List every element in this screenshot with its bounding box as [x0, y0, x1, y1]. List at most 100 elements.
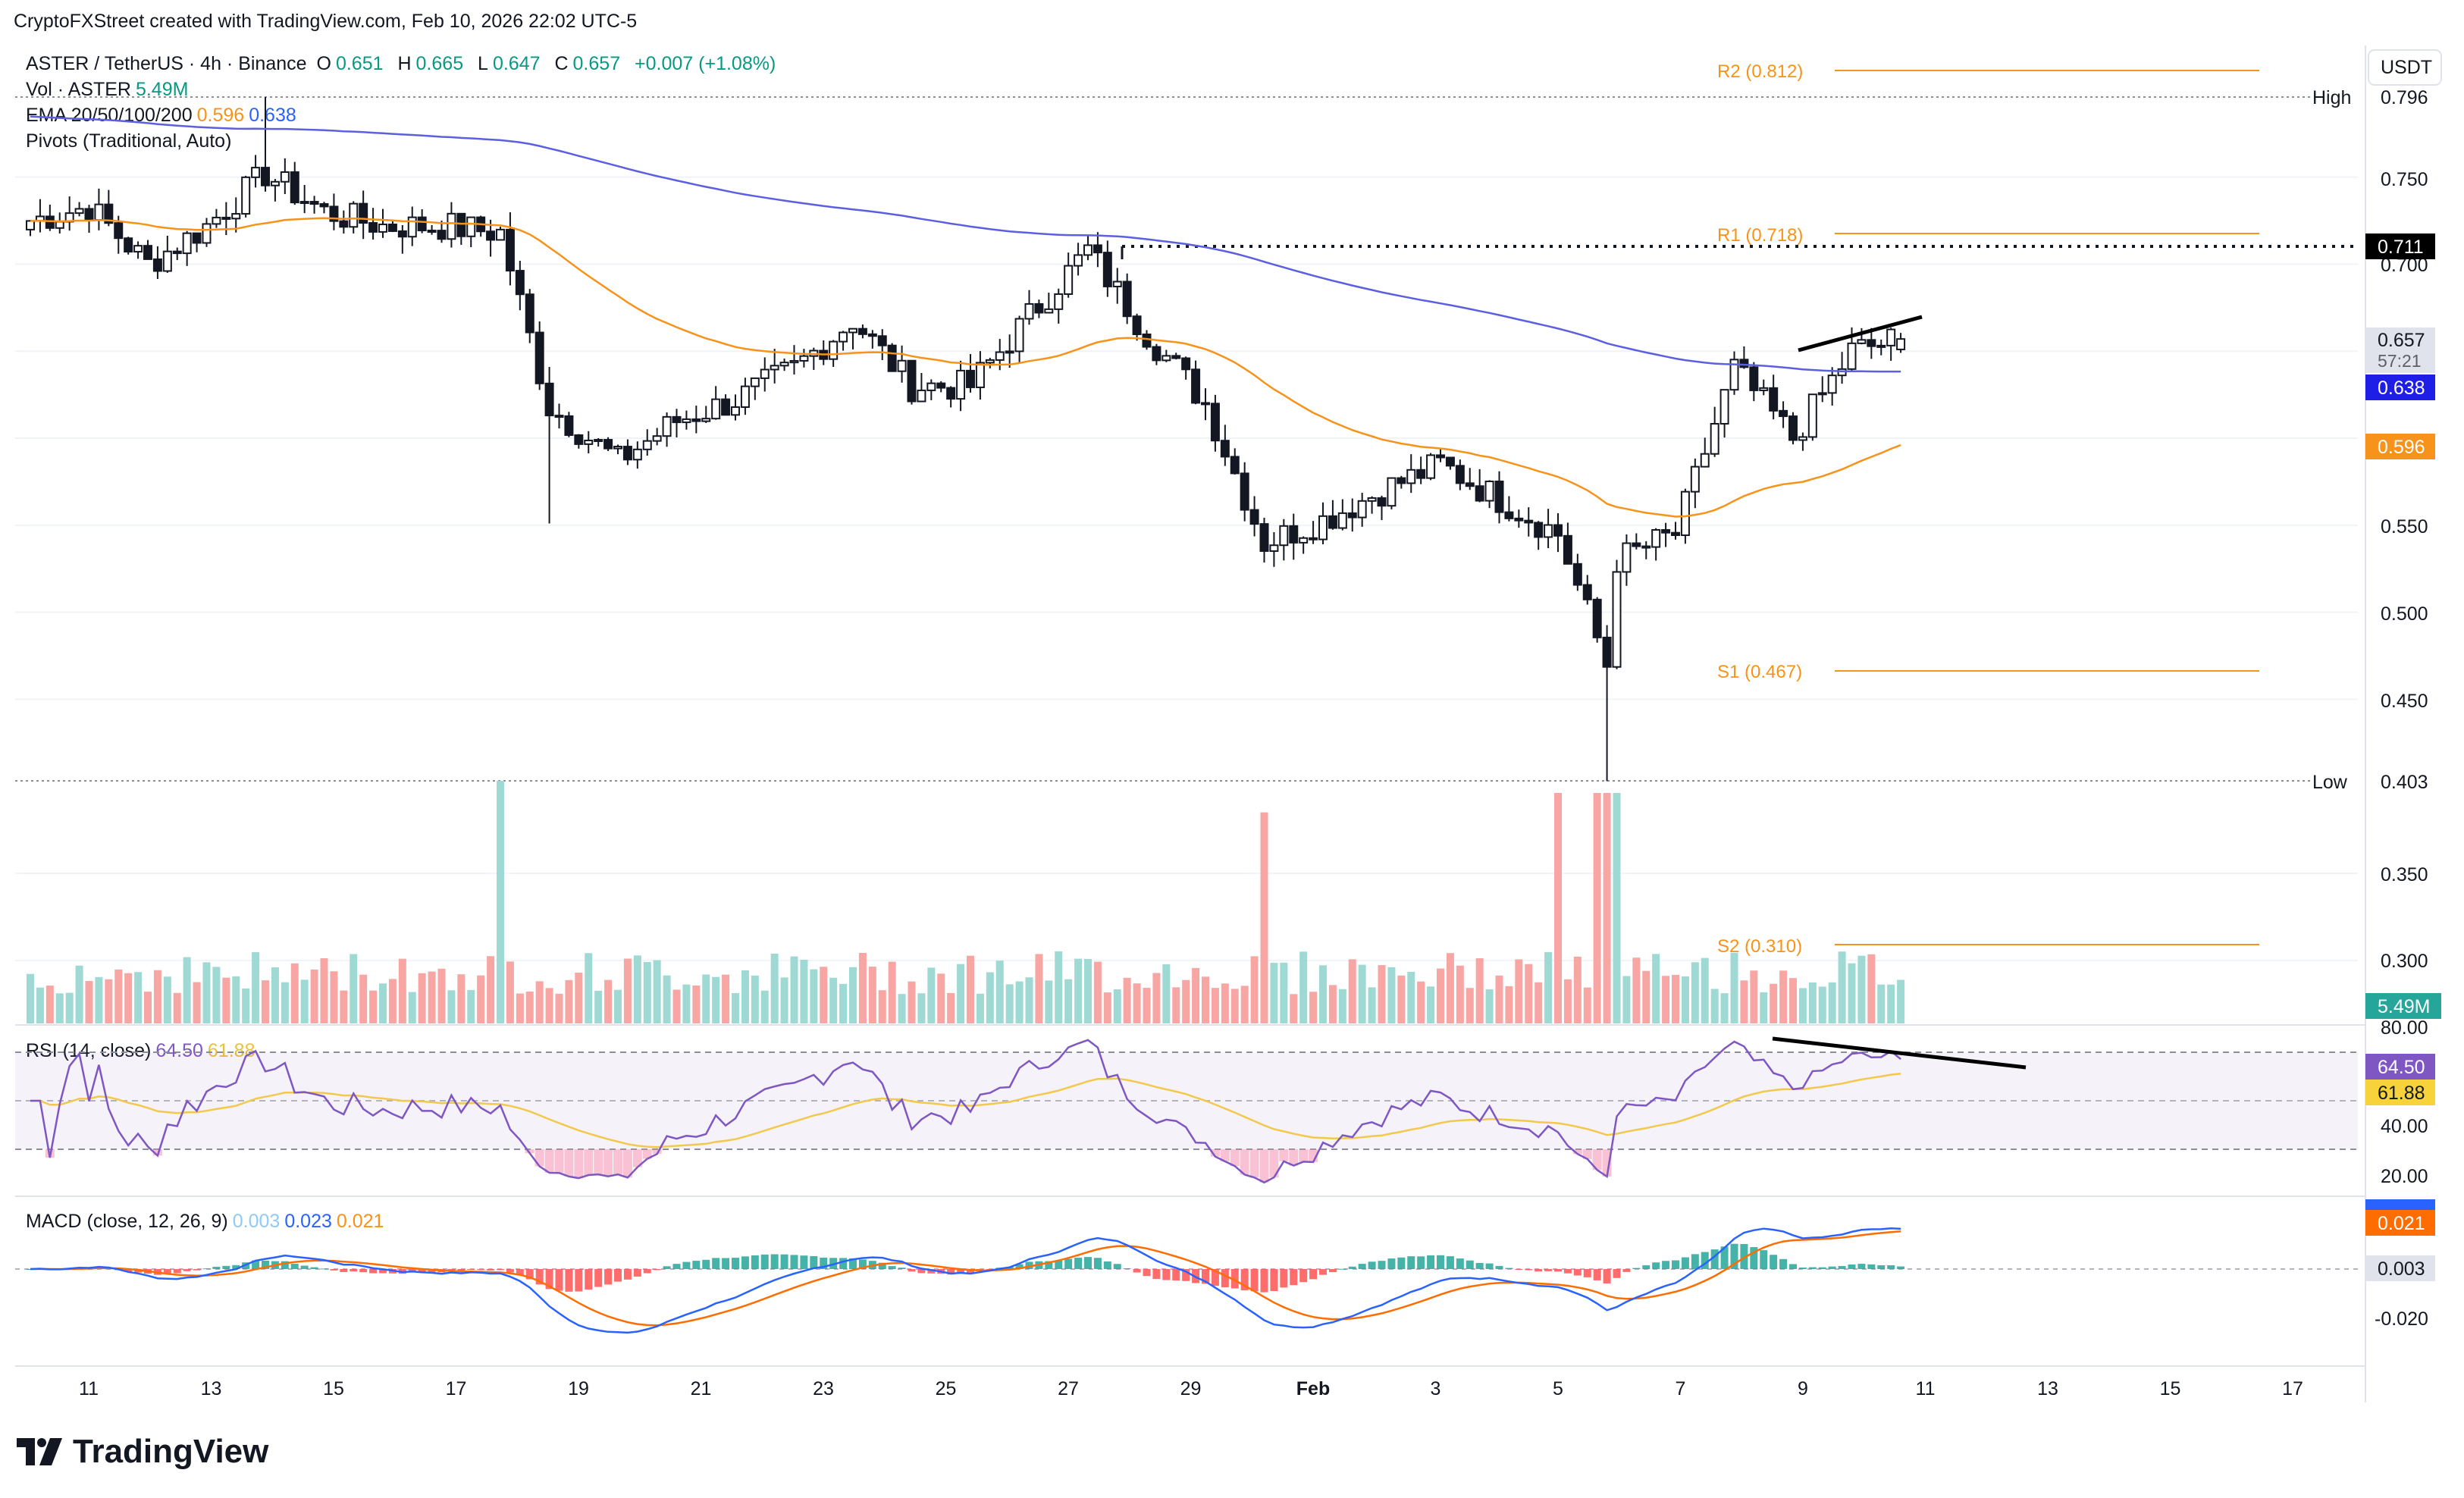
- rsi-tick: 40.00: [2381, 1116, 2428, 1137]
- macd-histogram-bar: [1103, 1261, 1111, 1269]
- time-tick: 9: [1798, 1378, 1808, 1399]
- price-tick: 0.750: [2381, 169, 2428, 190]
- volume-bar: [1240, 986, 1249, 1023]
- volume-bar: [1495, 975, 1503, 1023]
- volume-tag: 5.49M: [2378, 996, 2430, 1017]
- candle-body: [995, 351, 1005, 361]
- volume-bar: [829, 977, 838, 1023]
- candle-body: [515, 270, 525, 296]
- macd-histogram-bar: [1632, 1268, 1641, 1269]
- candle-body: [505, 228, 515, 272]
- macd-histogram-bar: [1662, 1261, 1670, 1269]
- volume-bar: [144, 992, 152, 1023]
- candle-body: [124, 237, 133, 253]
- volume-bar: [565, 979, 573, 1023]
- volume-bar: [1544, 951, 1553, 1023]
- volume-bar: [820, 967, 828, 1023]
- candle-body: [1269, 544, 1279, 552]
- macd-histogram-bar: [1358, 1264, 1366, 1269]
- volume-bar: [976, 993, 984, 1023]
- macd-histogram-bar: [810, 1255, 818, 1269]
- volume-bar: [487, 956, 495, 1023]
- candle-body: [1896, 338, 1906, 350]
- currency-label: USDT: [2381, 57, 2432, 78]
- macd-histogram-bar: [1603, 1269, 1611, 1283]
- macd-histogram-bar: [858, 1259, 867, 1269]
- macd-histogram-bar: [1887, 1265, 1895, 1269]
- macd-histogram-bar: [535, 1269, 544, 1285]
- candle-body: [613, 446, 622, 450]
- macd-histogram-bar: [1652, 1262, 1660, 1269]
- volume-bar: [614, 989, 622, 1023]
- volume-bar: [1867, 954, 1876, 1023]
- macd-histogram-bar: [1270, 1269, 1278, 1292]
- candle-body: [1710, 422, 1719, 455]
- macd-histogram-bar: [1378, 1261, 1386, 1269]
- macd-histogram-bar: [1084, 1257, 1092, 1269]
- candle-body: [221, 216, 231, 220]
- pivot-r2-label: R2 (0.812): [1717, 61, 1803, 82]
- volume-bar: [45, 986, 54, 1023]
- macd-histogram-bar: [310, 1267, 318, 1269]
- candle-body: [378, 223, 387, 233]
- volume-bar: [350, 954, 358, 1023]
- ohlc-change: +0.007 (+1.08%): [635, 53, 776, 74]
- ema50-tag: 0.596: [2378, 437, 2425, 458]
- candle-body: [280, 171, 290, 183]
- macd-histogram-bar: [633, 1269, 641, 1277]
- volume-bar: [1328, 985, 1337, 1023]
- candle-body: [1857, 339, 1867, 344]
- volume-bar: [1613, 793, 1621, 1023]
- volume-bar: [839, 983, 848, 1023]
- macd-histogram-bar: [1760, 1250, 1768, 1269]
- macd-histogram-bar: [290, 1264, 299, 1269]
- candle-body: [261, 167, 270, 186]
- volume-bar: [1290, 994, 1298, 1023]
- candle-body: [1690, 465, 1700, 493]
- macd-histogram-bar: [350, 1269, 358, 1272]
- pivot-lines: [1835, 70, 2259, 945]
- candle-body: [427, 230, 437, 233]
- volume-bar: [506, 961, 514, 1023]
- candle-body: [309, 201, 319, 205]
- macd-histogram-bar: [1299, 1269, 1308, 1283]
- price-tick: 0.550: [2381, 516, 2428, 537]
- volume-bar: [1475, 958, 1484, 1023]
- candle-body: [1191, 368, 1201, 404]
- candle-body: [750, 377, 760, 387]
- volume-bar: [232, 976, 240, 1023]
- volume-bar: [1466, 988, 1474, 1023]
- volume-bar: [1681, 976, 1689, 1023]
- macd-histogram-bar: [1672, 1260, 1679, 1269]
- volume-bar: [878, 990, 886, 1023]
- macd-histogram-bar: [917, 1269, 926, 1274]
- volume-bar: [193, 982, 201, 1023]
- volume-bar: [1270, 963, 1278, 1023]
- candle-body: [162, 250, 172, 272]
- macd-histogram-bar: [575, 1269, 583, 1292]
- macd-histogram-bar: [487, 1269, 495, 1271]
- volume-bar: [741, 970, 749, 1023]
- candle-body: [1661, 528, 1671, 534]
- macd-histogram-bar: [457, 1269, 466, 1271]
- volume-bar: [290, 963, 299, 1023]
- time-tick: 7: [1676, 1378, 1686, 1399]
- macd-histogram-bar: [751, 1255, 759, 1269]
- macd-hist-tag: 0.003: [2378, 1258, 2425, 1280]
- macd-histogram-bar: [957, 1269, 965, 1273]
- volume-bar: [663, 975, 671, 1023]
- candle-body: [1171, 355, 1181, 359]
- macd-histogram-bar: [1162, 1269, 1171, 1280]
- volume-bar: [1260, 812, 1268, 1023]
- candle-body: [456, 212, 466, 237]
- volume-bar: [1857, 955, 1866, 1023]
- macd-histogram-bar: [1280, 1269, 1288, 1288]
- macd-histogram-bar: [1290, 1269, 1298, 1286]
- macd-histogram-bar: [1573, 1269, 1582, 1276]
- volume-bar: [917, 993, 926, 1023]
- macd-histogram-bar: [369, 1269, 378, 1274]
- macd-histogram-bar: [1202, 1269, 1209, 1284]
- price-tick: 0.500: [2381, 603, 2428, 625]
- currency-button[interactable]: [2368, 49, 2442, 86]
